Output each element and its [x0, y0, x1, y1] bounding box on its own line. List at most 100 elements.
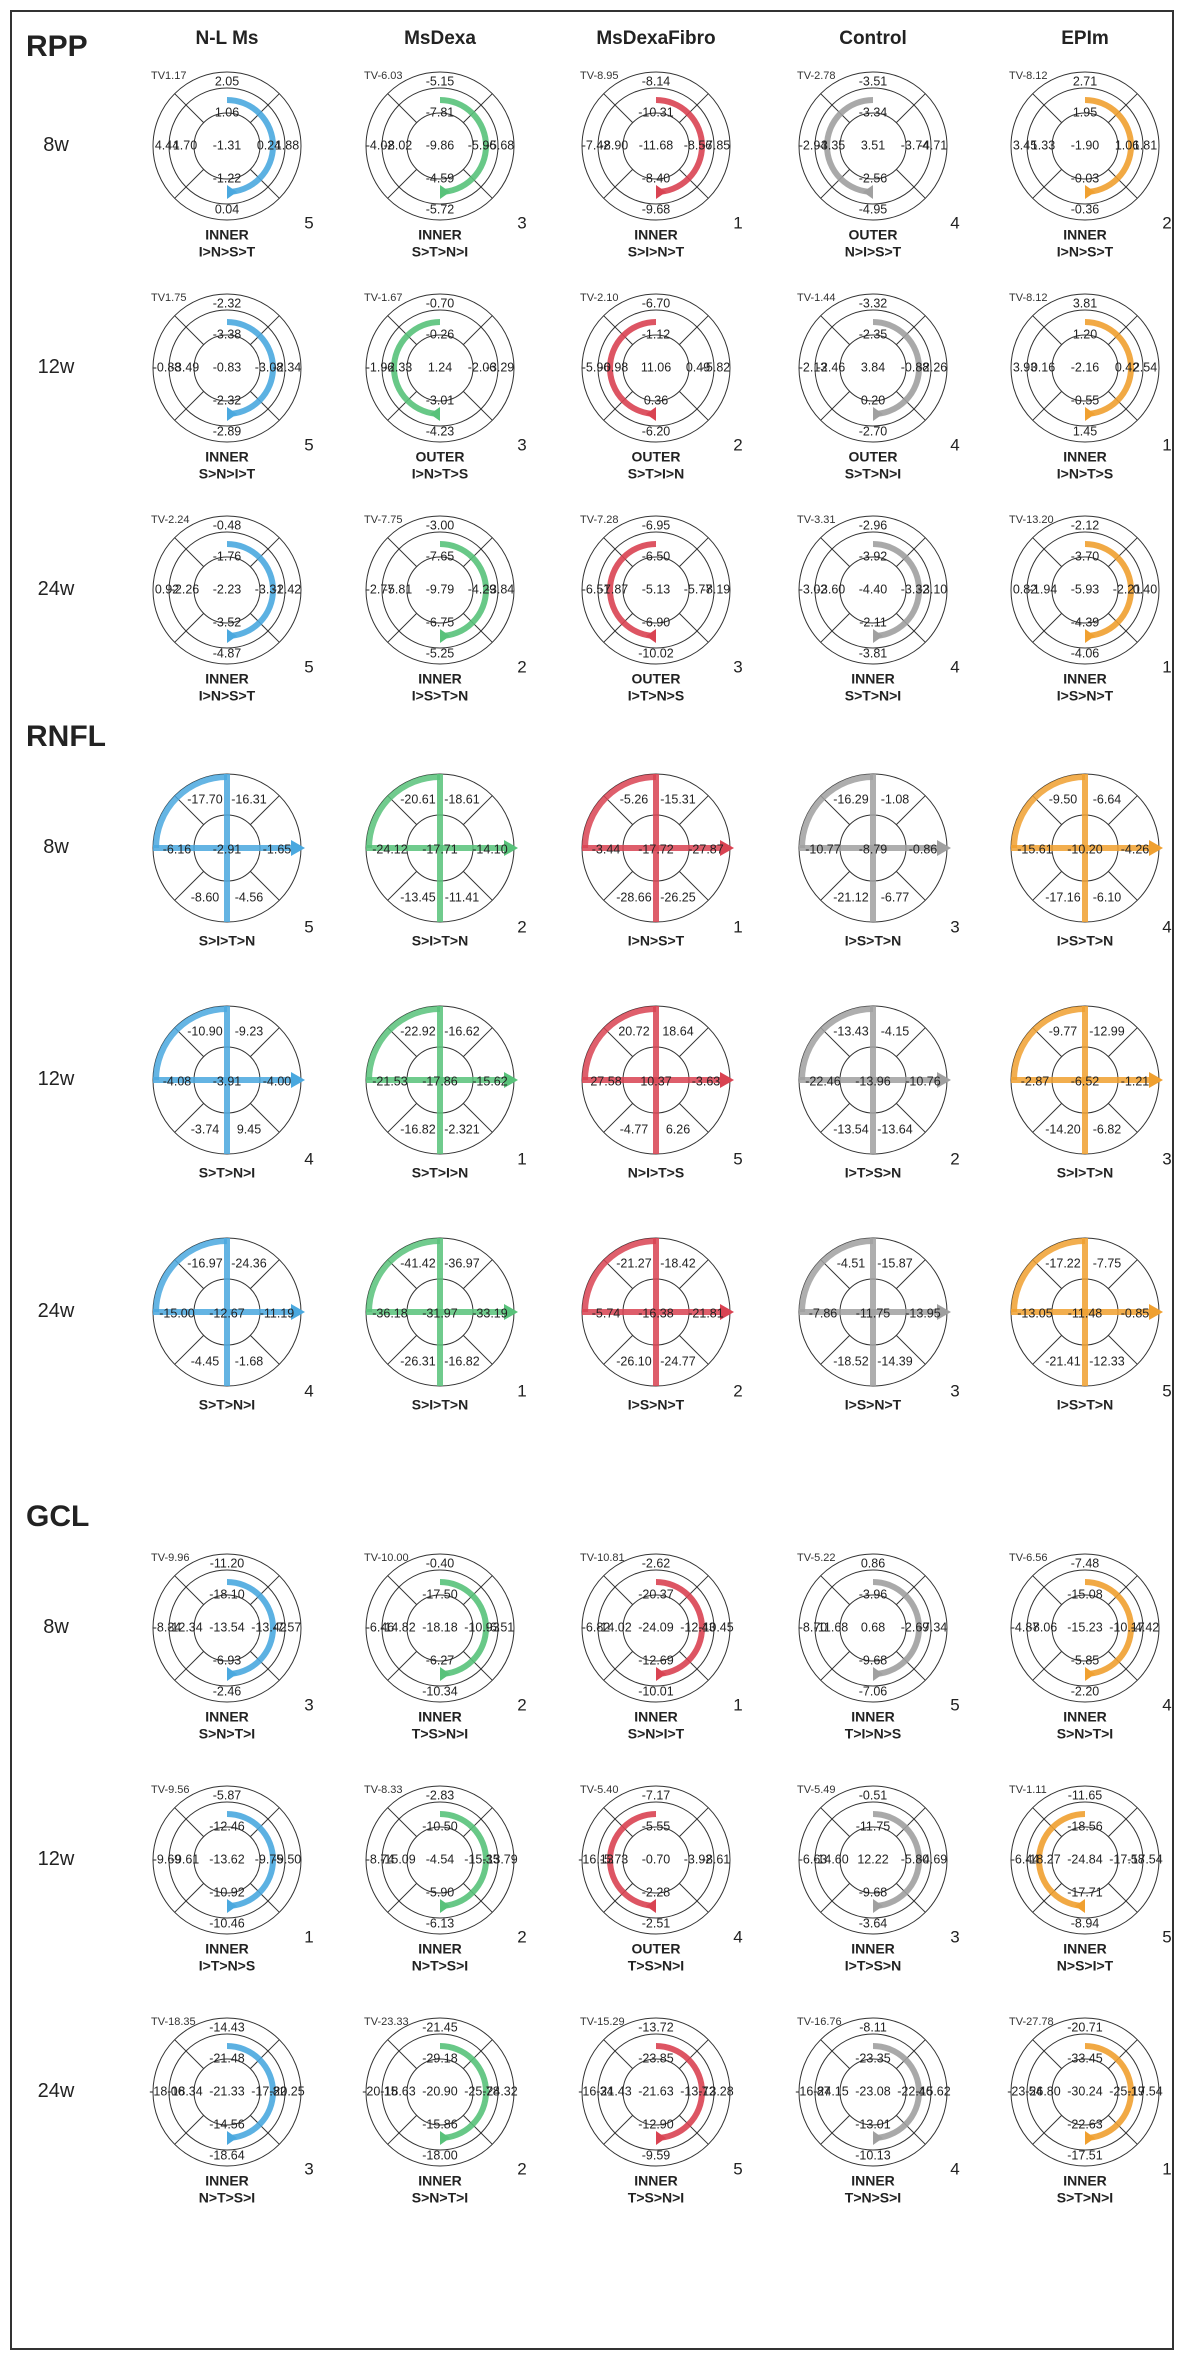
sector-divider: [895, 1882, 926, 1913]
sector-value: -0.70: [642, 1852, 671, 1866]
middle-ring: [814, 1801, 932, 1919]
sector-divider: [603, 2039, 634, 2070]
sector-value: 0.68: [861, 1620, 885, 1634]
middle-ring: [1026, 1801, 1144, 1919]
sector-value: -6.20: [642, 424, 671, 438]
sector-divider: [387, 1807, 418, 1838]
total-volume-label: TV-15.29: [580, 2016, 625, 2028]
middle-ring: [381, 87, 499, 205]
sector-value: -18.10: [209, 1587, 244, 1601]
sector-value: -4.54: [426, 1852, 455, 1866]
sector-value: -2.46: [817, 360, 846, 374]
sector-map: -5.15 -7.81 -5.72 -4.59 -4.02-8.02 -9.86 -5.96…: [364, 70, 527, 260]
inner-ring: [839, 2058, 907, 2126]
sector-divider: [462, 168, 493, 199]
middle-ring: [381, 531, 499, 649]
sector-divider: [1032, 1807, 1063, 1838]
sector-value: -13.64: [877, 1122, 912, 1136]
inner-ring: [622, 2058, 690, 2126]
sector-value: -2.11: [859, 615, 887, 629]
trend-arc: [799, 1238, 874, 1313]
sector-value: -30.24: [1067, 2084, 1102, 2098]
middle-ring: [168, 2033, 286, 2151]
outer-ring: [581, 515, 731, 665]
total-volume-label: TV-3.31: [797, 514, 836, 526]
sector-divider: [387, 2114, 418, 2145]
sector-value: -2.35: [859, 327, 888, 341]
middle-ring: [597, 2033, 715, 2151]
sector-value: -9.77: [1049, 1024, 1078, 1038]
sector-value: -7.48: [1071, 1556, 1100, 1570]
sector-divider: [678, 612, 709, 643]
trend-arc: [439, 2043, 489, 2141]
sector-value: -6.82: [1093, 1122, 1122, 1136]
rank-number: 3: [950, 1927, 959, 1946]
middle-ring: [597, 1801, 715, 1919]
sector-value: -0.55: [1071, 393, 1100, 407]
outer-ring: [152, 1553, 302, 1703]
sector-value: -15.09: [380, 1852, 415, 1866]
sector-divider: [678, 93, 709, 124]
outer-ring: [798, 71, 948, 221]
sector-divider: [895, 2114, 926, 2145]
outer-ring: [152, 293, 302, 443]
sector-value: -17.71: [422, 842, 457, 856]
sector-divider: [820, 1575, 851, 1606]
sector-value: -6.82: [582, 1620, 611, 1634]
sector-value: -6.16: [163, 842, 192, 856]
rank-number: 2: [1162, 213, 1171, 232]
sector-value: -5.87: [213, 1788, 242, 1802]
rank-number: 5: [950, 1695, 959, 1714]
sector-order-label: S>T>I>N: [412, 1165, 468, 1181]
arrow-head: [440, 2131, 450, 2145]
trend-arc: [366, 774, 441, 849]
sector-value: -11.68: [814, 1620, 849, 1634]
sector-value: -0.88: [901, 360, 930, 374]
sector-divider: [1032, 168, 1063, 199]
trend-arc: [226, 1579, 276, 1677]
sector-divider: [387, 390, 418, 421]
arrow-head: [227, 1667, 237, 1681]
sector-map: -8.14 -10.31 -9.68 -8.40 -7.42-8.90 -11.68 -8.…: [580, 70, 743, 260]
sector-value: -4.77: [620, 1122, 649, 1136]
trend-arc: [153, 1238, 228, 1313]
sector-order-label: I>S>T>N: [1057, 933, 1113, 949]
sector-value: -13.43: [833, 1024, 868, 1038]
sector-value: -3.02: [799, 582, 828, 596]
sector-value: -6.50: [642, 549, 671, 563]
sector-divider: [462, 1102, 493, 1133]
sector-value: -4.08: [163, 1074, 192, 1088]
rank-number: 3: [1162, 1149, 1171, 1168]
middle-ring: [1026, 87, 1144, 205]
sector-divider: [820, 795, 851, 826]
rank-number: 1: [1162, 2159, 1171, 2178]
trend-arc: [439, 97, 489, 195]
trend-arc: [655, 2043, 705, 2141]
sector-divider: [387, 1027, 418, 1058]
sector-value: -10.17: [1109, 1620, 1144, 1634]
sector-value: -4.23: [426, 424, 455, 438]
sector-order-label: N>I>T>S: [628, 1165, 684, 1181]
sector-value: -4.69: [919, 1852, 948, 1866]
sector-divider: [820, 1882, 851, 1913]
sector-order-label: S>T>N>I: [845, 688, 901, 704]
sector-value: -21.45: [422, 2020, 457, 2034]
sector-divider: [174, 795, 205, 826]
rank-number: 1: [1162, 435, 1171, 454]
inner-ring: [193, 556, 261, 624]
sector-value: 3.93: [1013, 360, 1037, 374]
sector-value: -3.38: [213, 327, 242, 341]
sector-map: -21.27 -18.42 -5.74 -16.38 -21.81 -26.10 -24.7…: [581, 1237, 743, 1413]
outer-ring: [581, 293, 731, 443]
sector-value: -17.16: [1045, 890, 1080, 904]
sector-value: -16.29: [833, 792, 868, 806]
sector-value: -0.48: [213, 518, 242, 532]
sector-value: -0.85: [1121, 1306, 1150, 1320]
region-label: INNER: [418, 2173, 462, 2189]
sector-map: -5.26 -15.31 -3.44 -17.72 -27.87 -28.66 -26.25…: [581, 773, 743, 949]
outer-ring: [152, 2017, 302, 2167]
sector-value: -15.00: [159, 1306, 194, 1320]
sector-divider: [1107, 1102, 1138, 1133]
sector-value: -6.52: [1071, 1074, 1100, 1088]
sector-value: -1.65: [263, 842, 292, 856]
